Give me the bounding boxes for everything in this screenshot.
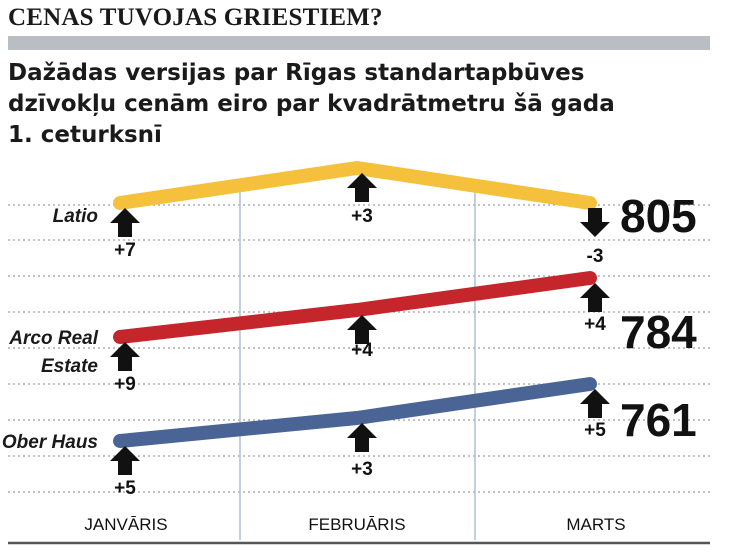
series-label-arco-real-estate-2: Estate [41, 356, 98, 377]
arrow-arco-real-estate-3 [580, 283, 610, 312]
change-label-latio-3: -3 [587, 246, 604, 267]
end-value-ober-haus: 761 [620, 394, 697, 446]
title-line-2: dzīvokļu cenām eiro par kvadrātmetru šā … [8, 91, 615, 117]
header-band [8, 36, 710, 50]
series-line-latio [113, 161, 597, 210]
arrow-latio-1 [110, 208, 140, 237]
arrow-ober-haus-3 [580, 389, 610, 418]
x-tick-label-3: MARTS [566, 515, 625, 534]
title-line-1: Dažādas versijas par Rīgas standartapbūv… [8, 60, 585, 86]
change-label-latio-1: +7 [114, 240, 136, 261]
arrow-latio-2 [347, 173, 377, 202]
arrow-arco-real-estate-1 [110, 342, 140, 371]
arrow-arco-real-estate-2 [347, 315, 377, 344]
change-label-ober-haus-3: +5 [584, 420, 606, 441]
arrow-ober-haus-2 [347, 423, 377, 452]
series-label-ober-haus: Ober Haus [2, 432, 98, 453]
kicker-title: CENAS TUVOJAS GRIESTIEM? [8, 4, 383, 31]
series-line-ober-haus [113, 377, 597, 448]
change-label-ober-haus-2: +3 [351, 459, 373, 480]
x-tick-label-1: JANVĀRIS [84, 515, 167, 534]
series-label-latio: Latio [53, 206, 98, 227]
title-line-3: 1. ceturksnī [8, 122, 162, 148]
change-label-arco-real-estate-2: +4 [351, 340, 373, 361]
chart-title: Dažādas versijas par Rīgas standartapbūv… [8, 58, 708, 151]
series-label-arco-real-estate-1: Arco Real [8, 328, 98, 349]
x-tick-label-2: FEBRUĀRIS [308, 515, 405, 534]
change-label-latio-2: +3 [351, 206, 373, 227]
end-value-arco-real-estate: 784 [620, 306, 697, 358]
arrow-ober-haus-1 [110, 446, 140, 475]
end-value-latio: 805 [620, 190, 697, 242]
arrow-latio-3 [580, 208, 610, 237]
change-label-ober-haus-1: +5 [114, 478, 136, 499]
series-line-arco-real-estate [113, 271, 597, 344]
change-label-arco-real-estate-3: +4 [584, 314, 606, 335]
change-label-arco-real-estate-1: +9 [114, 374, 136, 395]
